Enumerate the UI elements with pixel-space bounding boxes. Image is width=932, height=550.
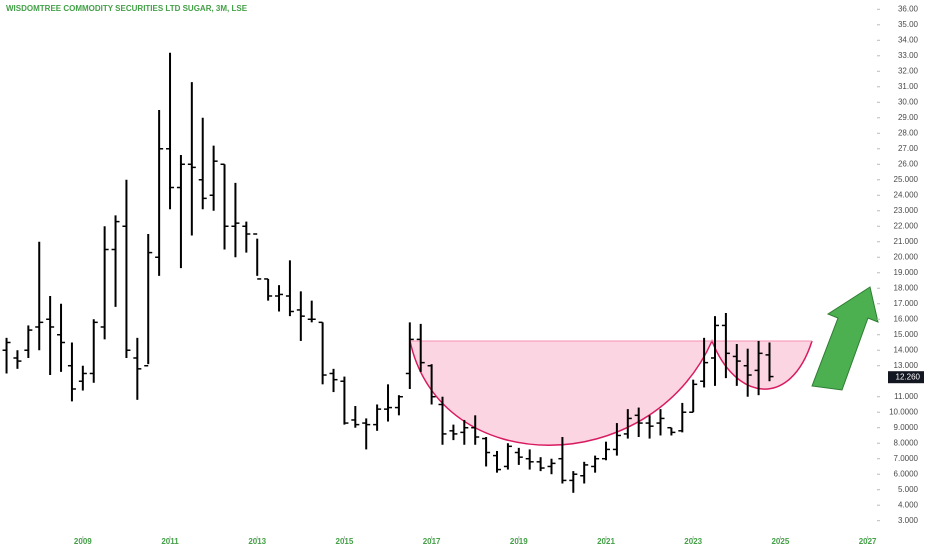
x-tick-label: 2009 [74, 537, 92, 546]
y-tick-label: 6.0000 [894, 469, 919, 478]
y-tick-label: 35.00 [898, 20, 919, 29]
y-tick-label: 28.00 [898, 128, 919, 137]
last-price-box [888, 371, 924, 384]
up-arrow [811, 286, 879, 391]
y-tick-label: 26.00 [898, 159, 919, 168]
y-tick-label: 10.0000 [889, 407, 918, 416]
y-tick-label: 5.000 [898, 485, 919, 494]
x-tick-label: 2013 [248, 537, 266, 546]
y-tick-label: 14.000 [894, 345, 919, 354]
y-tick-label: 34.00 [898, 35, 919, 44]
y-tick-label: 20.000 [894, 252, 919, 261]
cup-area [410, 341, 812, 446]
x-tick-label: 2025 [771, 537, 789, 546]
y-tick-label: 19.000 [894, 268, 919, 277]
x-tick-label: 2027 [859, 537, 877, 546]
chart-title: WISDOMTREE COMMODITY SECURITIES LTD SUGA… [6, 4, 248, 13]
last-price-label: 12.260 [896, 372, 921, 381]
y-tick-label: 31.00 [898, 82, 919, 91]
y-tick-label: 8.0000 [894, 438, 919, 447]
y-tick-label: 17.000 [894, 299, 919, 308]
x-tick-label: 2019 [510, 537, 528, 546]
y-tick-label: 16.000 [894, 314, 919, 323]
y-tick-label: 18.000 [894, 283, 919, 292]
cup-curve [409, 339, 813, 446]
y-tick-label: 32.00 [898, 66, 919, 75]
y-tick-label: 36.00 [898, 4, 919, 13]
y-tick-label: 33.00 [898, 51, 919, 60]
y-tick-label: 7.0000 [894, 454, 919, 463]
x-tick-label: 2011 [161, 537, 179, 546]
y-tick-label: 22.000 [894, 221, 919, 230]
y-tick-label: 15.000 [894, 330, 919, 339]
y-tick-label: 11.000 [894, 392, 918, 401]
y-tick-label: 9.0000 [894, 423, 919, 432]
y-tick-label: 23.000 [894, 206, 919, 215]
x-tick-label: 2023 [684, 537, 702, 546]
x-tick-label: 2017 [423, 537, 441, 546]
y-tick-label: 25.000 [894, 175, 919, 184]
x-tick-label: 2021 [597, 537, 615, 546]
x-tick-label: 2015 [336, 537, 354, 546]
y-tick-label: 13.000 [894, 361, 919, 370]
y-tick-label: 30.00 [898, 97, 919, 106]
y-tick-label: 21.000 [894, 237, 919, 246]
y-tick-label: 24.000 [894, 190, 919, 199]
y-tick-label: 29.00 [898, 113, 919, 122]
y-tick-label: 27.00 [898, 144, 919, 153]
y-tick-label: 4.000 [898, 500, 919, 509]
y-tick-label: 3.000 [898, 516, 919, 525]
